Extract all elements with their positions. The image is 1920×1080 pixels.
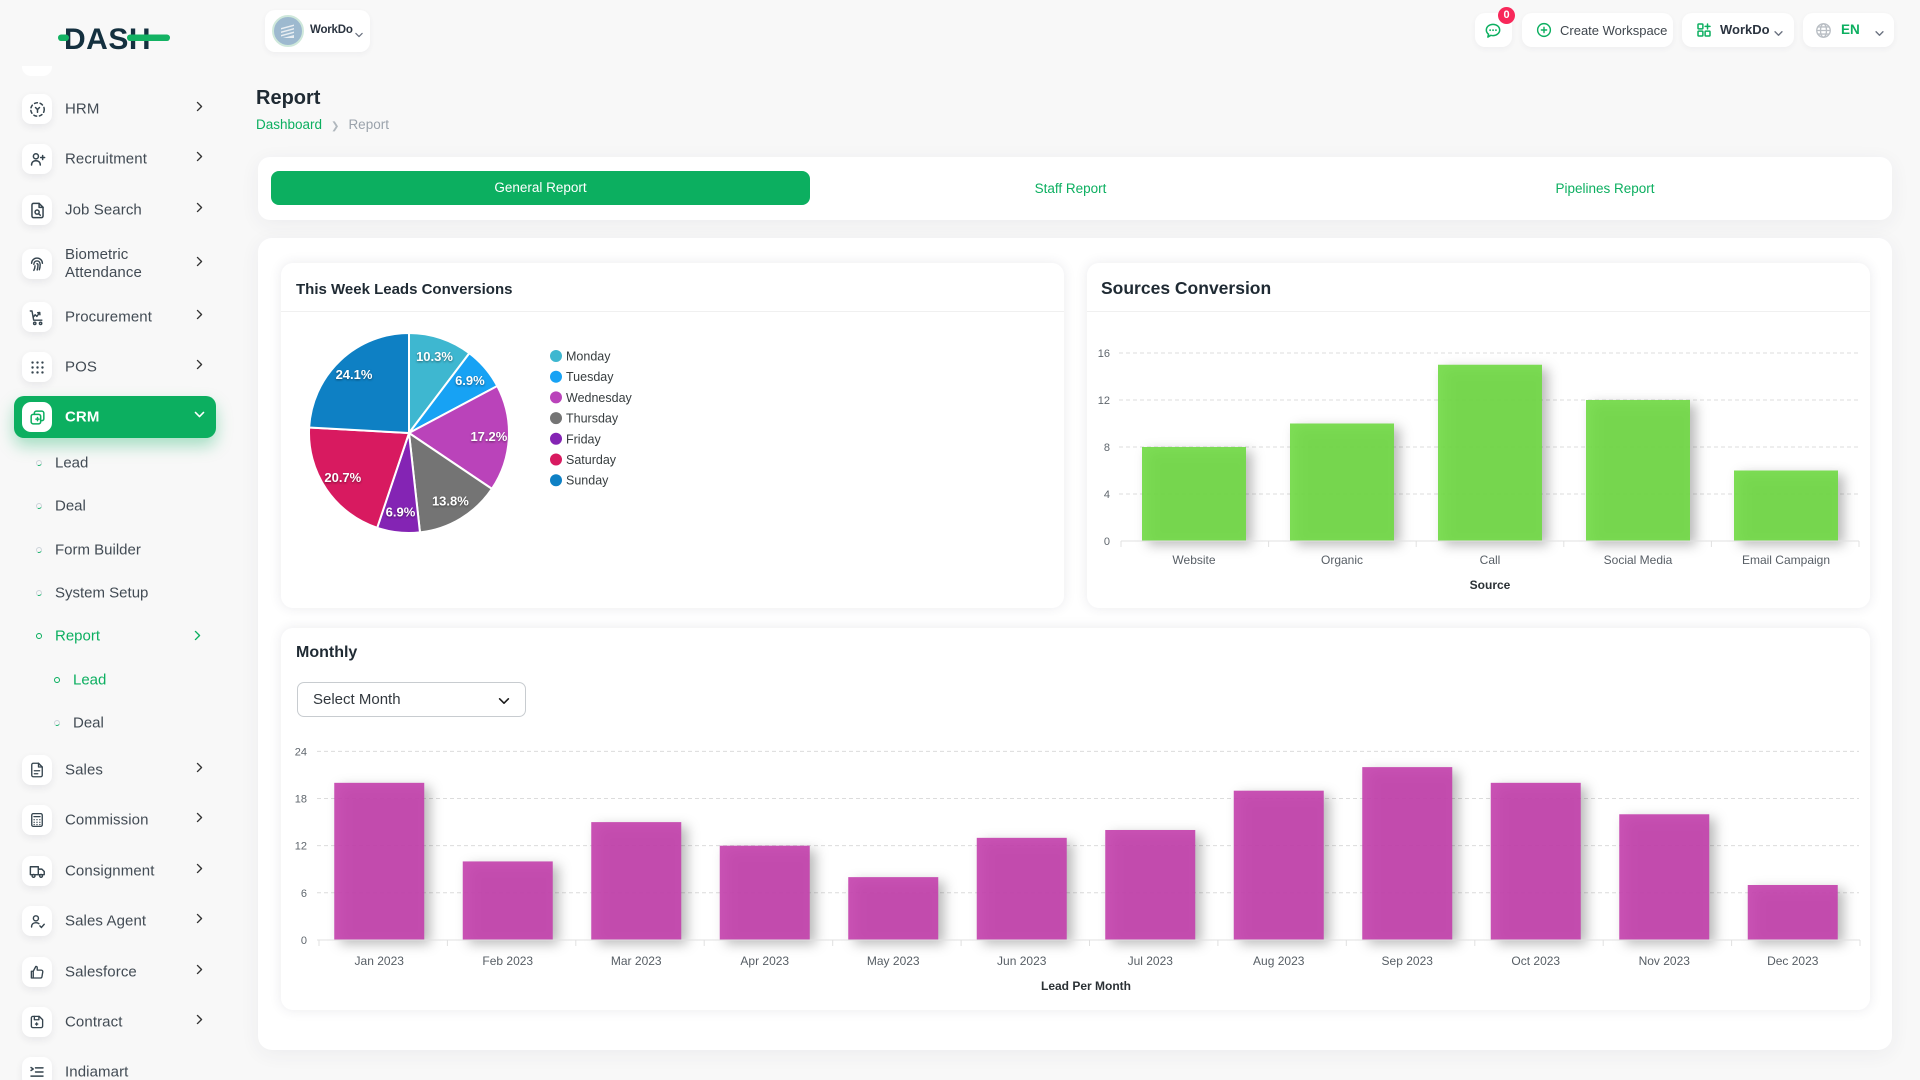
- svg-text:Dec 2023: Dec 2023: [1767, 954, 1819, 968]
- svg-text:Apr 2023: Apr 2023: [740, 954, 789, 968]
- svg-text:8: 8: [1104, 442, 1110, 454]
- svg-text:12: 12: [295, 841, 307, 853]
- svg-text:Lead Per Month: Lead Per Month: [1041, 979, 1131, 993]
- svg-text:Sunday: Sunday: [566, 474, 609, 488]
- svg-text:6.9%: 6.9%: [455, 373, 485, 388]
- svg-text:Sep 2023: Sep 2023: [1382, 954, 1434, 968]
- svg-text:Nov 2023: Nov 2023: [1639, 954, 1691, 968]
- svg-text:18: 18: [295, 794, 307, 806]
- svg-text:Feb 2023: Feb 2023: [482, 954, 533, 968]
- svg-text:13.8%: 13.8%: [432, 493, 469, 508]
- svg-text:Website: Website: [1172, 553, 1215, 567]
- svg-text:0: 0: [1104, 536, 1110, 548]
- svg-text:24.1%: 24.1%: [336, 367, 373, 382]
- svg-text:Saturday: Saturday: [566, 453, 617, 467]
- svg-text:Jul 2023: Jul 2023: [1128, 954, 1174, 968]
- svg-text:6.9%: 6.9%: [386, 505, 416, 520]
- svg-text:16: 16: [1098, 348, 1110, 360]
- svg-text:May 2023: May 2023: [867, 954, 920, 968]
- svg-text:20.7%: 20.7%: [324, 470, 361, 485]
- svg-text:6: 6: [301, 888, 307, 900]
- svg-text:Organic: Organic: [1321, 553, 1363, 567]
- svg-text:Aug 2023: Aug 2023: [1253, 954, 1305, 968]
- svg-text:4: 4: [1104, 489, 1110, 501]
- svg-text:12: 12: [1098, 395, 1110, 407]
- svg-text:Jun 2023: Jun 2023: [997, 954, 1047, 968]
- svg-text:Thursday: Thursday: [566, 412, 619, 426]
- svg-text:Call: Call: [1480, 553, 1501, 567]
- svg-text:Social Media: Social Media: [1604, 553, 1673, 567]
- svg-text:17.2%: 17.2%: [470, 429, 507, 444]
- svg-text:Tuesday: Tuesday: [566, 370, 614, 384]
- svg-text:Email Campaign: Email Campaign: [1742, 553, 1830, 567]
- svg-text:Jan 2023: Jan 2023: [355, 954, 405, 968]
- svg-text:Oct 2023: Oct 2023: [1511, 954, 1560, 968]
- svg-text:24: 24: [295, 746, 307, 758]
- svg-text:0: 0: [301, 935, 307, 947]
- svg-text:Source: Source: [1470, 578, 1511, 592]
- svg-text:Monday: Monday: [566, 350, 611, 364]
- svg-text:Wednesday: Wednesday: [566, 391, 633, 405]
- svg-text:Mar 2023: Mar 2023: [611, 954, 662, 968]
- svg-text:10.3%: 10.3%: [416, 349, 453, 364]
- svg-text:Friday: Friday: [566, 432, 601, 446]
